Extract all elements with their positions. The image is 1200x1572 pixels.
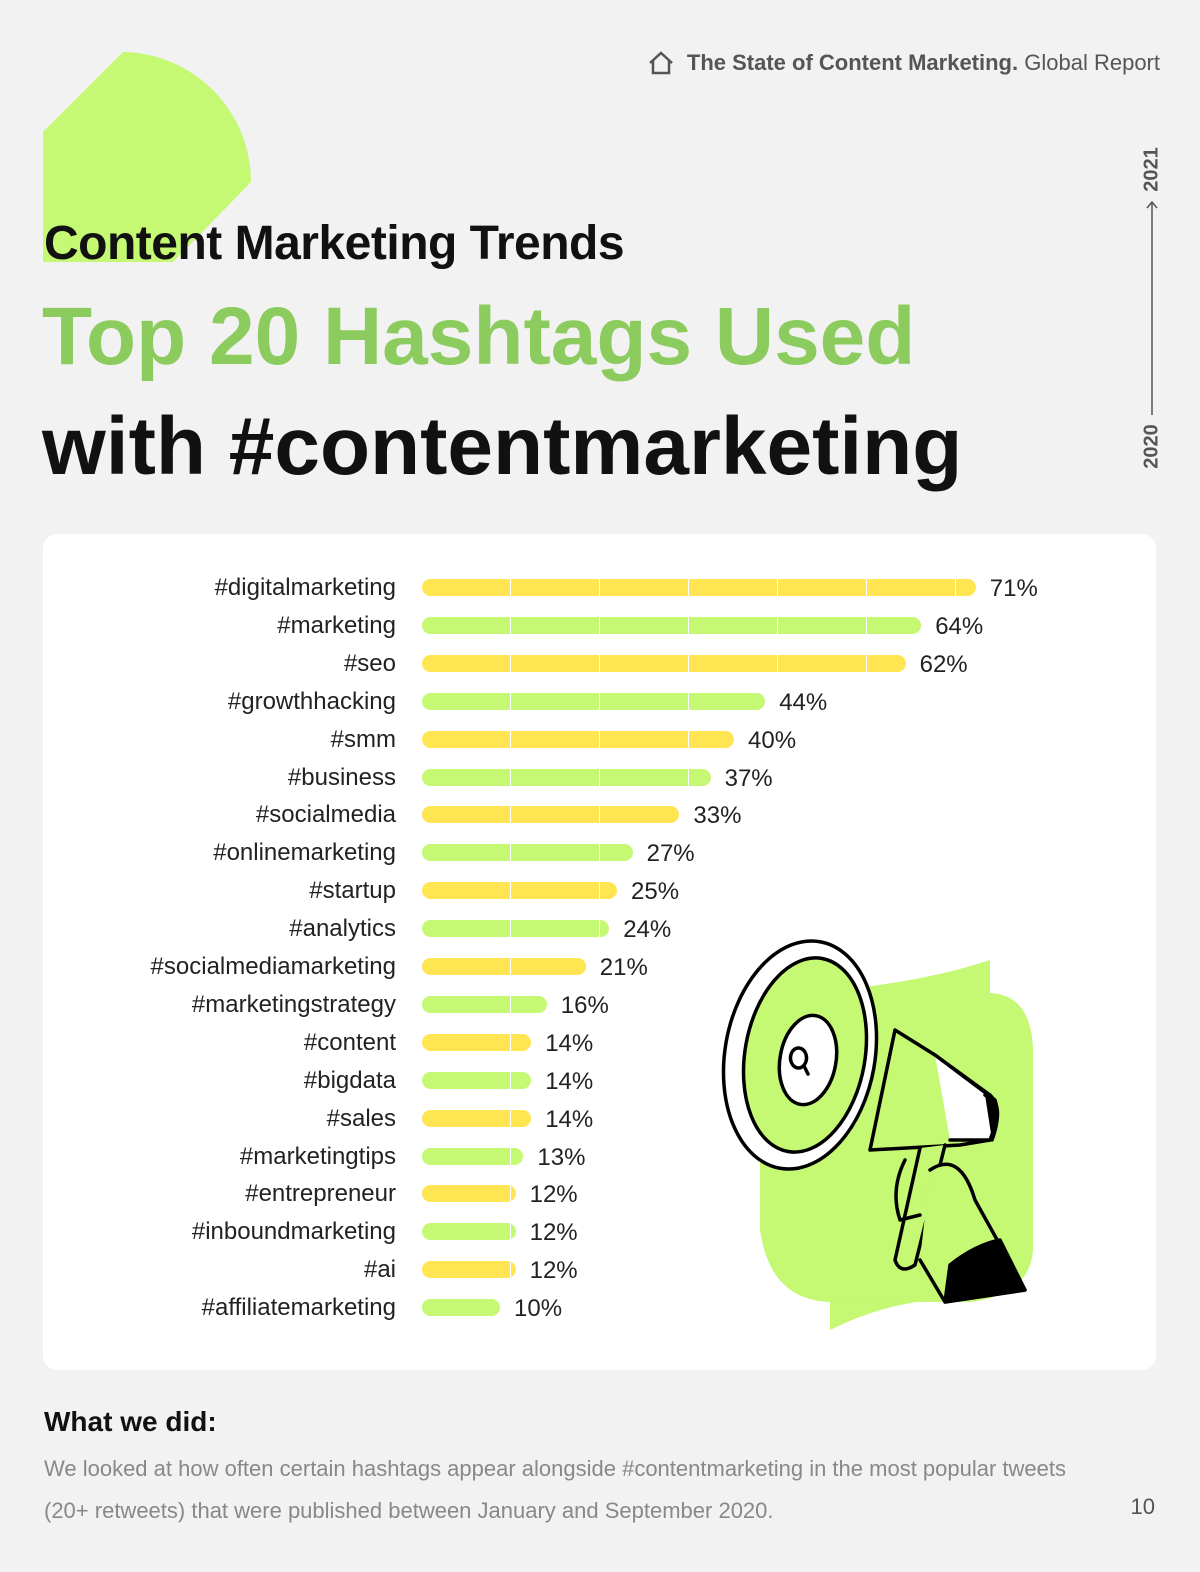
bar-value: 25% (631, 878, 680, 906)
report-type: Global Report (1024, 50, 1160, 75)
bar-value: 16% (560, 991, 609, 1019)
bar-label: #marketingstrategy (191, 990, 396, 1018)
section-subtitle: Content Marketing Trends (44, 217, 625, 270)
bar (422, 579, 976, 596)
bar (422, 844, 633, 862)
bar-value: 37% (724, 764, 773, 792)
bar-row: #growthhacking 44% (43, 683, 1156, 721)
bar-value: 64% (935, 612, 984, 640)
bar-row: #sales 14% (43, 1100, 1156, 1138)
bar (422, 1071, 532, 1089)
method-heading: What we did: (44, 1406, 217, 1437)
bar-value: 10% (514, 1295, 563, 1323)
bar-value: 44% (779, 688, 828, 716)
arrow-up-icon (1146, 200, 1158, 415)
timeline: 2021 2020 (1132, 140, 1172, 480)
bar (422, 958, 586, 975)
bar-row: #analytics 24% (43, 910, 1156, 948)
bar (422, 995, 547, 1013)
bar-value: 62% (919, 650, 968, 678)
bar-value: 21% (599, 954, 648, 981)
bar-label: #bigdata (303, 1066, 396, 1094)
bar-row: #marketing 64% (43, 607, 1156, 645)
bar-row: #seo 62% (43, 645, 1156, 683)
bar-row: #socialmediamarketing 21% (43, 948, 1156, 986)
bar-row: #marketingstrategy 16% (43, 986, 1156, 1024)
bar-row: #bigdata 14% (43, 1062, 1156, 1100)
bar-row: #inboundmarketing 12% (43, 1213, 1156, 1251)
bar-row: #entrepreneur 12% (43, 1175, 1156, 1213)
bar (422, 730, 734, 748)
bar-value: 13% (537, 1143, 586, 1171)
bar (422, 882, 617, 900)
bar-label: #startup (309, 877, 396, 905)
megaphone-illustration (721, 939, 1034, 1330)
bar (422, 616, 922, 634)
timeline-start: 2020 (1140, 424, 1163, 469)
bar-label: #analytics (289, 915, 396, 943)
bar-label: #growthhacking (227, 687, 396, 715)
bar-label: #socialmedia (255, 801, 396, 829)
decorative-shape (43, 52, 251, 262)
bar-label: #digitalmarketing (214, 574, 396, 601)
bar (422, 1109, 532, 1127)
bar-label: #entrepreneur (245, 1180, 396, 1208)
report-name: The State of Content Marketing. (686, 50, 1019, 75)
bar (422, 1185, 516, 1203)
bar (422, 806, 680, 824)
bar-label: #content (303, 1028, 396, 1056)
bar-label: #seo (343, 649, 396, 677)
bar-row: #business 37% (43, 759, 1156, 797)
home-icon[interactable] (647, 50, 675, 76)
bar-value: 40% (748, 726, 797, 754)
bar (422, 654, 906, 672)
bar-row: #affiliatemarketing 10% (43, 1289, 1156, 1327)
bar-label: #inboundmarketing (191, 1218, 396, 1246)
bar-row: #content 14% (43, 1024, 1156, 1062)
bar-label: #socialmediamarketing (150, 953, 396, 980)
bar-label: #marketing (277, 611, 396, 639)
bar-value: 33% (693, 802, 742, 830)
bar-value: 12% (529, 1257, 578, 1285)
bar-label: #ai (363, 1256, 396, 1284)
bar-value: 71% (989, 575, 1038, 602)
bar-label: #onlinemarketing (213, 839, 396, 867)
timeline-end: 2021 (1140, 147, 1163, 192)
bar-label: #business (287, 763, 396, 791)
page-number: 10 (1130, 1494, 1155, 1519)
bar-value: 24% (623, 916, 672, 944)
bar (422, 1261, 516, 1279)
bar-row: #smm 40% (43, 721, 1156, 759)
bar-row: #onlinemarketing 27% (43, 834, 1156, 872)
bar-label: #affiliatemarketing (201, 1294, 396, 1322)
bar-label: #sales (326, 1104, 396, 1132)
bar (422, 768, 711, 786)
bar-value: 14% (545, 1067, 594, 1095)
bar (422, 1299, 500, 1317)
bar-label: #smm (330, 725, 396, 753)
bar-row: #socialmedia 33% (43, 796, 1156, 834)
page-title-line2: with #contentmarketing (42, 401, 963, 492)
bar (422, 1033, 532, 1051)
bar-row: #ai 12% (43, 1251, 1156, 1289)
page-title-line1: Top 20 Hashtags Used (42, 291, 916, 382)
bar-value: 27% (646, 840, 695, 868)
bar-row: #digitalmarketing 71% (43, 569, 1156, 607)
bar-value: 14% (545, 1105, 594, 1133)
bar (422, 692, 766, 710)
bar-value: 12% (529, 1219, 578, 1247)
bar-value: 12% (529, 1181, 578, 1209)
method-text: We looked at how often certain hashtags … (44, 1456, 1067, 1523)
bar-row: #marketingtips 13% (43, 1138, 1156, 1176)
bar-row: #startup 25% (43, 872, 1156, 910)
bar (422, 1147, 524, 1165)
report-header: The State of Content Marketing. Global R… (647, 50, 1160, 76)
bar (422, 920, 610, 938)
bar-value: 14% (545, 1029, 594, 1057)
bar-label: #marketingtips (239, 1142, 396, 1170)
bar (422, 1223, 516, 1241)
